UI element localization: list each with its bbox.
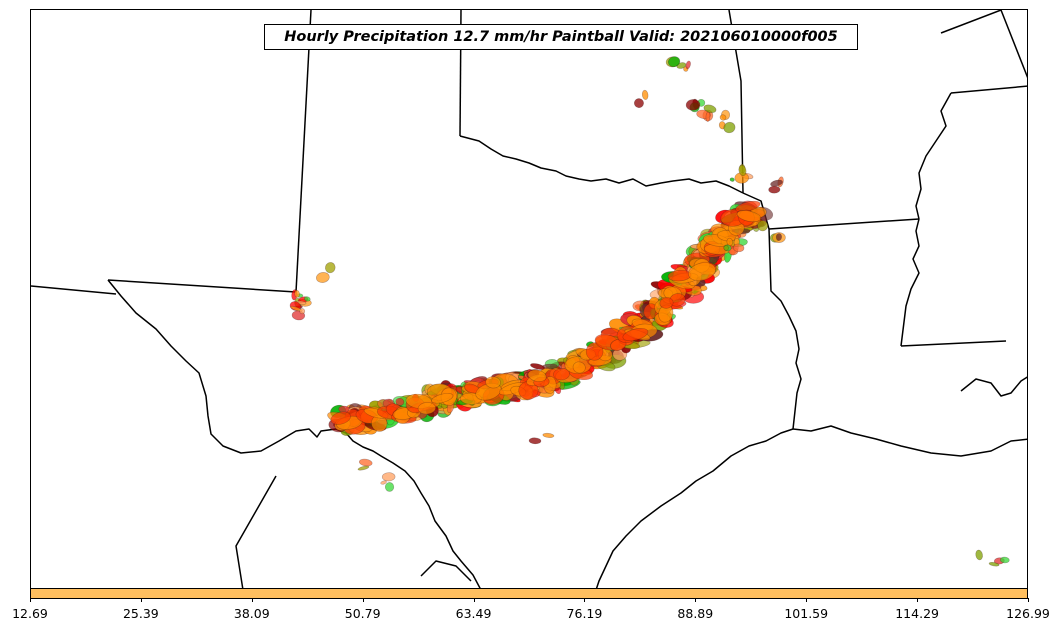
ar-la-border bbox=[768, 218, 920, 230]
map-title: Hourly Precipitation 12.7 mm/hr Paintbal… bbox=[264, 24, 858, 50]
colorbar-tick-mark bbox=[917, 598, 919, 602]
colorbar-tick-label: 101.59 bbox=[784, 606, 829, 621]
ky-line bbox=[1000, 10, 1027, 78]
mexico-line-1 bbox=[235, 475, 277, 588]
mo-ar-border bbox=[950, 85, 1027, 94]
colorbar-tick-label: 50.79 bbox=[344, 606, 381, 621]
state-borders bbox=[31, 10, 1027, 588]
tn-line bbox=[940, 10, 1002, 34]
precipitation-cells bbox=[289, 56, 1010, 567]
colorbar-tick-label: 126.99 bbox=[1006, 606, 1050, 621]
colorbar-tick-mark bbox=[473, 598, 475, 602]
colorbar-tick-mark bbox=[584, 598, 586, 602]
colorbar-tick-mark bbox=[30, 598, 31, 602]
colorbar-tick-label: 12.69 bbox=[12, 606, 48, 621]
gulf-coast bbox=[595, 428, 794, 588]
colorbar-tick-label: 63.49 bbox=[455, 606, 492, 621]
red-river bbox=[459, 135, 744, 194]
colorbar-tick-label: 25.39 bbox=[122, 606, 159, 621]
precipitation-map bbox=[31, 10, 1027, 588]
texas-rio-grande bbox=[107, 279, 481, 588]
tx-panhandle-south bbox=[107, 279, 297, 293]
colorbar-tick-mark bbox=[695, 598, 697, 602]
colorbar-tick-label: 38.09 bbox=[233, 606, 270, 621]
la-ms-line bbox=[900, 340, 1007, 347]
colorbar-tick-mark bbox=[806, 598, 808, 602]
colorbar-tick-mark bbox=[1028, 598, 1029, 602]
colorbar-tick-mark bbox=[362, 598, 364, 602]
colorbar-tick-mark bbox=[251, 598, 253, 602]
louisiana-coast bbox=[792, 425, 1027, 457]
map-panel: Hourly Precipitation 12.7 mm/hr Paintbal… bbox=[30, 9, 1028, 589]
la-delta bbox=[960, 376, 1027, 397]
nm-tx-border-vertical bbox=[295, 10, 312, 293]
colorbar-tick-label: 76.19 bbox=[566, 606, 603, 621]
ms-river bbox=[900, 218, 920, 347]
ms-river-north bbox=[915, 92, 952, 220]
mexico-line-2 bbox=[420, 560, 472, 582]
colorbar-tick-label: 88.89 bbox=[677, 606, 714, 621]
colorbar-tick-mark bbox=[140, 598, 142, 602]
nm-mexico-border bbox=[31, 285, 117, 295]
colorbar-ticks: 12.69 25.39 38.09 50.79 63.49 76.19 88.89 101.5… bbox=[0, 598, 1062, 628]
colorbar bbox=[30, 588, 1028, 599]
colorbar-tick-label: 114.29 bbox=[895, 606, 939, 621]
